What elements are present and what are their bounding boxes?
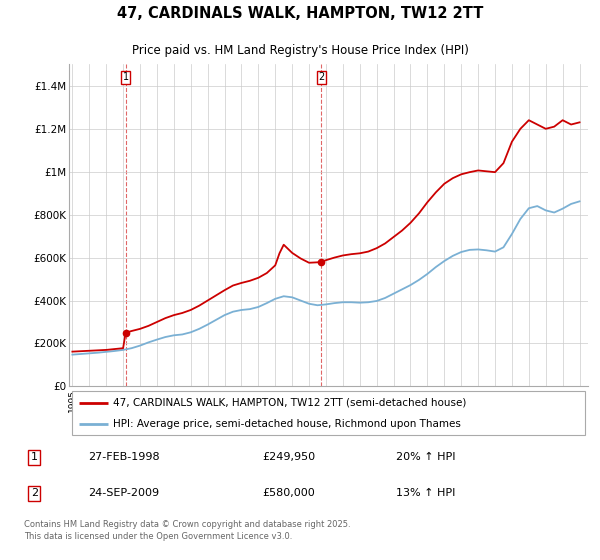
Text: 47, CARDINALS WALK, HAMPTON, TW12 2TT (semi-detached house): 47, CARDINALS WALK, HAMPTON, TW12 2TT (s… — [113, 398, 466, 408]
Text: 1: 1 — [122, 72, 128, 82]
Text: 47, CARDINALS WALK, HAMPTON, TW12 2TT: 47, CARDINALS WALK, HAMPTON, TW12 2TT — [117, 6, 483, 21]
Text: 2: 2 — [31, 488, 38, 498]
Text: 13% ↑ HPI: 13% ↑ HPI — [397, 488, 455, 498]
Text: 1: 1 — [31, 452, 38, 462]
Text: 2: 2 — [318, 72, 325, 82]
Text: HPI: Average price, semi-detached house, Richmond upon Thames: HPI: Average price, semi-detached house,… — [113, 419, 461, 429]
Text: £249,950: £249,950 — [262, 452, 316, 462]
FancyBboxPatch shape — [71, 391, 586, 435]
Text: 27-FEB-1998: 27-FEB-1998 — [88, 452, 160, 462]
Text: £580,000: £580,000 — [262, 488, 315, 498]
Text: Price paid vs. HM Land Registry's House Price Index (HPI): Price paid vs. HM Land Registry's House … — [131, 44, 469, 57]
Text: 24-SEP-2009: 24-SEP-2009 — [88, 488, 159, 498]
Text: 20% ↑ HPI: 20% ↑ HPI — [397, 452, 456, 462]
Text: Contains HM Land Registry data © Crown copyright and database right 2025.
This d: Contains HM Land Registry data © Crown c… — [24, 520, 350, 540]
